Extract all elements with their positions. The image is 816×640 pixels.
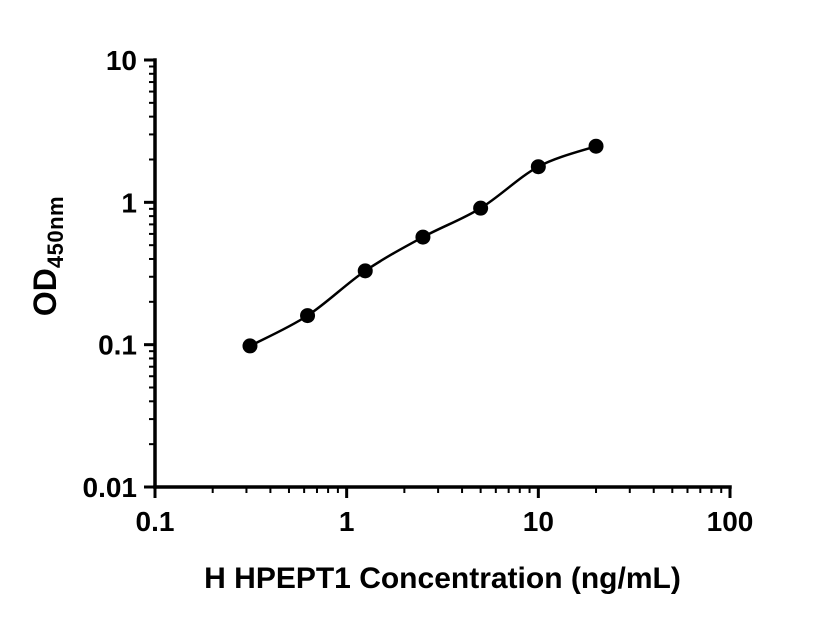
y-tick-label: 0.01 xyxy=(83,472,138,503)
y-tick-label: 1 xyxy=(121,187,137,218)
y-tick-label: 10 xyxy=(106,45,137,76)
x-tick-label: 1 xyxy=(339,506,355,537)
y-axis-title: OD450nm xyxy=(27,146,69,366)
y-tick-label: 0.1 xyxy=(98,330,137,361)
data-point xyxy=(588,138,604,154)
x-axis-title: H HPEPT1 Concentration (ng/mL) xyxy=(204,562,681,595)
data-point xyxy=(473,200,489,216)
data-point xyxy=(300,308,316,324)
y-axis-title-main: OD xyxy=(27,268,63,317)
data-point xyxy=(357,263,373,279)
data-point xyxy=(415,229,431,245)
x-tick-label: 10 xyxy=(523,506,554,537)
data-point xyxy=(530,159,546,175)
y-axis-title-subscript: 450nm xyxy=(43,195,68,269)
x-tick-label: 0.1 xyxy=(136,506,175,537)
data-point xyxy=(242,338,258,354)
x-tick-label: 100 xyxy=(707,506,754,537)
